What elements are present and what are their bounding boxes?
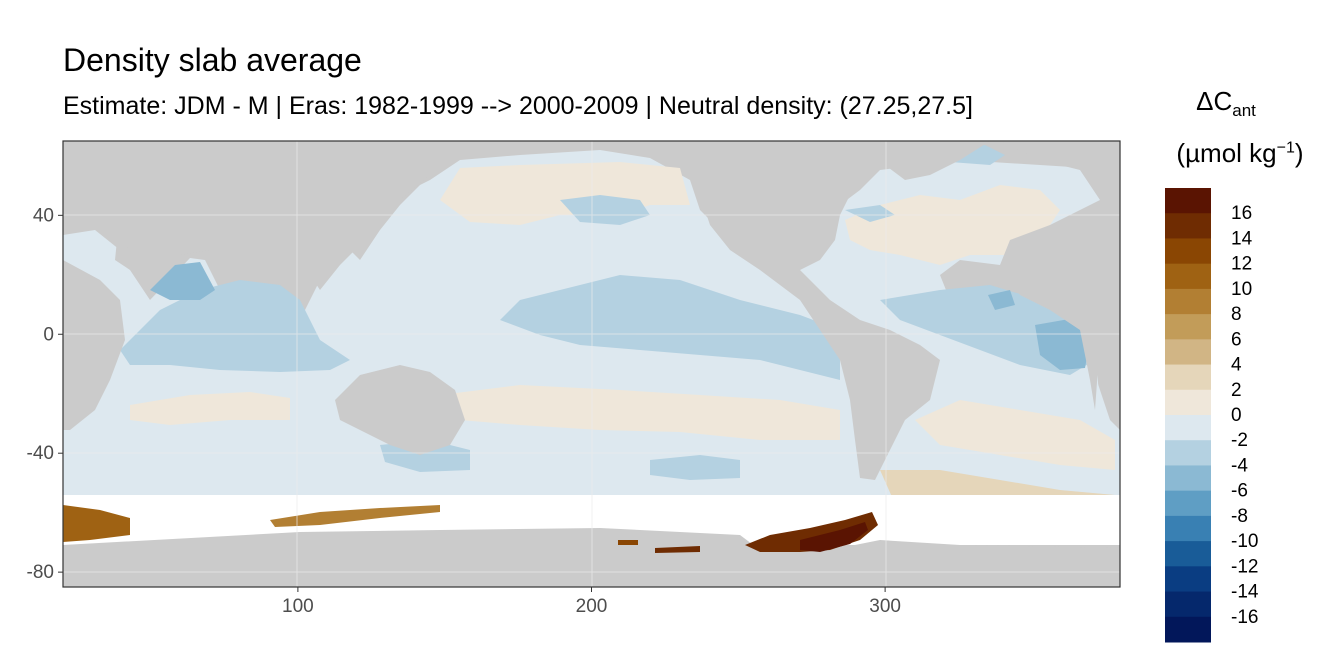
land-americas: [690, 141, 940, 480]
legend-label: 16: [1231, 203, 1252, 224]
legend-label: 4: [1231, 355, 1242, 376]
ocean-north-pacific-blue: [560, 195, 650, 225]
legend-swatch: [1165, 440, 1211, 466]
legend-title: ΔCant: [1166, 86, 1286, 121]
legend-swatch: [1165, 415, 1211, 441]
legend-swatch: [1165, 515, 1211, 542]
legend-unit-prefix: (µmol kg: [1176, 138, 1277, 168]
legend-swatch: [1165, 188, 1211, 214]
ocean-equatorial-atlantic-darkblue: [1035, 318, 1090, 370]
legend-label: -12: [1231, 556, 1258, 577]
legend-label: 0: [1231, 405, 1242, 426]
ocean-gulf-blue: [988, 290, 1015, 310]
legend-label: -6: [1231, 481, 1248, 502]
ocean-southern-pacific-blue: [650, 455, 740, 480]
grid-lines: [63, 141, 1120, 587]
legend-swatch: [1165, 213, 1211, 239]
x-tick-label: 200: [576, 596, 608, 617]
y-tick-label: -40: [27, 443, 54, 464]
land-africa-west: [63, 260, 125, 430]
plot-title: Density slab average: [63, 42, 362, 78]
legend-swatch: [1165, 364, 1211, 391]
ocean-equatorial-pacific-blue: [500, 275, 840, 380]
legend-swatch: [1165, 263, 1211, 290]
x-tick-label: 300: [869, 596, 901, 617]
y-tick-label: -80: [27, 562, 54, 583]
legend-title-subscript: ant: [1232, 101, 1256, 121]
ocean-arabian-sea-blue: [150, 262, 215, 300]
legend-label: -4: [1231, 455, 1248, 476]
land-africa-europe: [1000, 141, 1120, 410]
legend-swatch: [1165, 541, 1211, 567]
legend-unit-suffix: ): [1294, 138, 1304, 168]
anomaly-indian-margin: [63, 505, 130, 542]
ocean-nw-atlantic-blue: [845, 205, 895, 222]
x-tick-label: 100: [282, 596, 314, 617]
legend-label: -8: [1231, 506, 1248, 527]
legend-label: 14: [1231, 228, 1253, 249]
land-greenland: [880, 141, 990, 180]
legend-swatch: [1165, 339, 1211, 366]
y-tick-label: 40: [33, 205, 54, 226]
legend-swatch: [1165, 616, 1211, 643]
anomaly-ross-brown: [270, 505, 440, 527]
anomaly-small-1: [618, 540, 638, 545]
ocean-south-pacific-tan: [440, 385, 840, 440]
legend-swatch: [1165, 591, 1211, 618]
legend-label: -2: [1231, 430, 1248, 451]
legend-swatch: [1165, 314, 1211, 340]
ocean-south-indian-tan: [130, 392, 290, 425]
legend-swatch: [1165, 389, 1211, 416]
legend-swatch: [1165, 238, 1211, 265]
legend-label: 6: [1231, 329, 1242, 350]
legend-colorbar: 16 14 12 10 8 6 4 2 0 -2 -4 -6 -8 -10 -12 -14 -16: [1165, 188, 1259, 643]
plot-subtitle: Estimate: JDM - M | Eras: 1982-1999 --> …: [63, 92, 973, 120]
legend-label: 10: [1231, 279, 1252, 300]
ocean-indian-blue: [120, 280, 350, 372]
land-australia: [335, 365, 465, 455]
anomaly-weddell-darkest: [800, 522, 868, 552]
legend-label: 2: [1231, 380, 1242, 401]
legend-unit-superscript: −1: [1276, 139, 1295, 157]
y-tick-label: 0: [43, 324, 54, 345]
legend-swatch: [1165, 288, 1211, 315]
legend-swatch: [1165, 465, 1211, 492]
anomaly-small-2: [655, 546, 700, 553]
map-panel: [63, 141, 1120, 587]
legend-label: 8: [1231, 304, 1242, 325]
legend-swatch: [1165, 566, 1211, 593]
legend-label: 12: [1231, 254, 1252, 275]
ocean-north-atlantic-tan: [845, 185, 1060, 265]
legend-label: -10: [1231, 531, 1258, 552]
legend-label: -14: [1231, 582, 1259, 603]
legend-swatch: [1165, 490, 1211, 517]
legend-title-symbol: ΔC: [1196, 86, 1233, 116]
legend-label: -16: [1231, 607, 1258, 628]
legend-unit: (µmol kg−1): [1160, 138, 1320, 169]
